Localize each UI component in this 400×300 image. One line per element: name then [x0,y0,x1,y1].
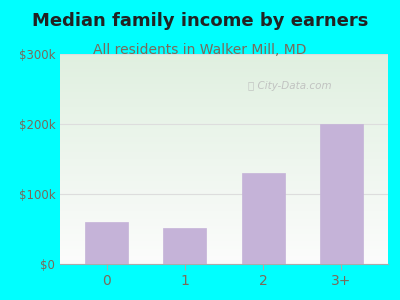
Text: All residents in Walker Mill, MD: All residents in Walker Mill, MD [93,44,307,58]
Bar [85,222,128,264]
Text: ⓘ City-Data.com: ⓘ City-Data.com [248,80,332,91]
Bar [164,228,206,264]
Bar [242,173,284,264]
Bar [320,124,363,264]
Text: Median family income by earners: Median family income by earners [32,12,368,30]
